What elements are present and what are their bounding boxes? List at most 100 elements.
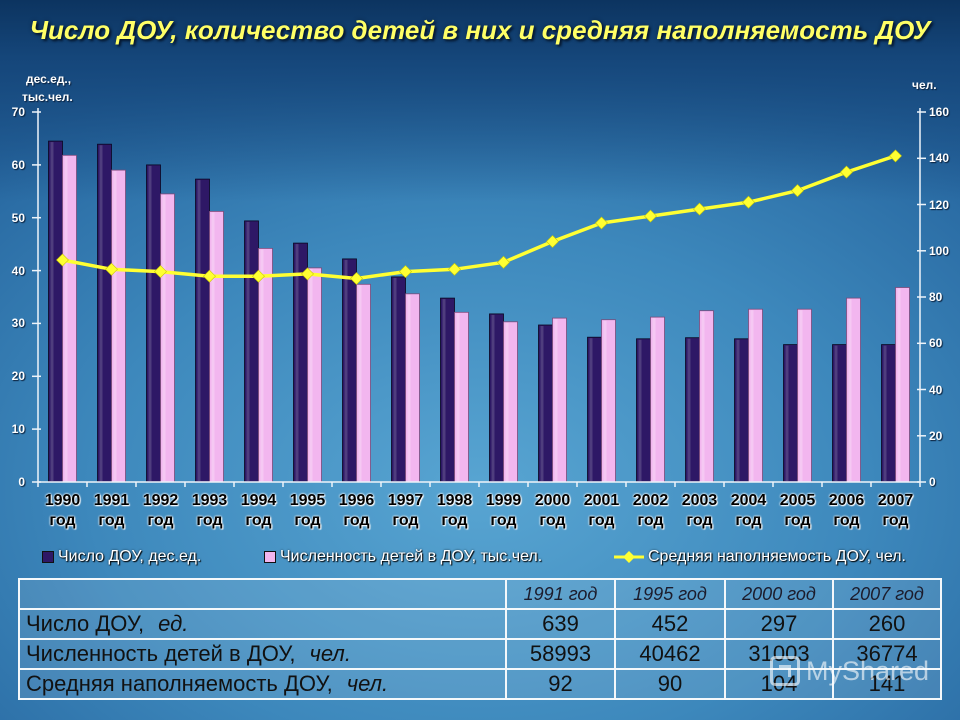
x-tick-label: 2001 год: [583, 492, 620, 529]
table-cell: 297: [724, 608, 834, 640]
bar-highlight: [589, 338, 593, 481]
line-point: [448, 262, 461, 276]
legend-item-children-count: Численность детей в ДОУ, тыс.чел.: [264, 546, 542, 568]
line-point: [693, 202, 706, 216]
table-cell: 260: [832, 608, 942, 640]
legend-label-dou-count: Число ДОУ, дес.ед.: [58, 548, 202, 565]
line-point: [301, 267, 314, 281]
bar-highlight: [50, 142, 54, 481]
table-cell: 31003: [724, 638, 834, 670]
y-tick-label-right: 120: [929, 197, 950, 212]
x-tick-label: 1998 год: [436, 492, 473, 529]
line-point: [154, 265, 167, 279]
bar-highlight: [162, 194, 166, 481]
x-tick-label: 1997 год: [387, 492, 424, 529]
line-point: [595, 216, 608, 230]
bar-highlight: [246, 221, 250, 481]
table-cell: 58993: [505, 638, 616, 670]
table-col-header: 1991 год: [505, 578, 616, 610]
line-point: [56, 253, 69, 267]
bar-highlight: [197, 180, 201, 481]
line-point: [742, 195, 755, 209]
series-dou-count: [48, 140, 896, 483]
table-cell: 90: [614, 668, 726, 700]
x-tick-label: 1995 год: [289, 492, 326, 529]
axes: [32, 108, 926, 487]
legend-item-dou-count: Число ДОУ, дес.ед.: [42, 546, 201, 568]
bar-highlight: [652, 318, 656, 481]
bar-highlight: [785, 345, 789, 481]
x-tick-label: 1993 год: [191, 492, 228, 529]
bar-highlight: [295, 244, 299, 481]
row-label-unit: ед.: [158, 611, 189, 636]
bar-highlight: [687, 338, 691, 481]
table-corner-cell: [18, 578, 507, 610]
x-tick-label: 1999 год: [485, 492, 522, 529]
bar-highlight: [736, 339, 740, 481]
bar-highlight: [897, 288, 901, 481]
y-tick-label-right: 80: [929, 290, 943, 304]
row-label-unit: чел.: [309, 641, 351, 666]
x-tick-label: 1996 год: [338, 492, 375, 529]
line-avg-occupancy: [62, 154, 897, 281]
table-cell: 639: [505, 608, 616, 640]
line-point: [350, 272, 363, 285]
table-cell: 40462: [614, 638, 726, 670]
table-col-header: 1995 год: [614, 578, 726, 610]
bar-highlight: [99, 145, 103, 481]
line-point: [791, 184, 804, 198]
y-tick-label-left: 20: [11, 369, 25, 384]
x-tick-label: 2005 год: [779, 492, 816, 529]
table-col-header: 2000 год: [724, 578, 834, 610]
bar-highlight: [701, 311, 705, 481]
row-label-text: Численность детей в ДОУ,: [26, 641, 296, 666]
table-row-label: Численность детей в ДОУ, чел.: [18, 638, 507, 670]
bar-highlight: [211, 212, 215, 481]
x-tick-label: 2003 год: [681, 492, 718, 529]
bar-highlight: [407, 294, 411, 481]
y-tick-label-left: 10: [11, 422, 25, 437]
y-tick-label-right: 20: [929, 428, 943, 443]
table-cell: 36774: [832, 638, 942, 670]
table-row: Средняя наполняемость ДОУ, чел. 92 90 104…: [18, 668, 942, 700]
table-cell: 452: [614, 608, 726, 640]
bar-highlight: [883, 345, 887, 481]
legend-label-children-count: Численность детей в ДОУ, тыс.чел.: [280, 548, 543, 565]
line-point: [497, 255, 510, 269]
table-header-row: 1991 год 1995 год 2000 год 2007 год: [18, 578, 942, 610]
y-tick-label-right: 100: [929, 243, 950, 258]
bar-highlight: [456, 313, 460, 481]
line-point: [546, 235, 559, 248]
x-tick-label: 2006 год: [828, 492, 865, 529]
table-row: Число ДОУ, ед. 639 452 297 260: [18, 608, 942, 640]
line-point: [105, 262, 118, 276]
x-tick-label: 2002 год: [632, 492, 669, 529]
table-row: Численность детей в ДОУ, чел. 58993 40462…: [18, 638, 942, 670]
x-tick-label: 1990 год: [44, 492, 81, 529]
bar-highlight: [358, 285, 362, 481]
bars-layer: [48, 140, 910, 483]
bar-highlight: [260, 249, 264, 481]
y-tick-label-left: 0: [18, 475, 25, 489]
series-children-count: [62, 154, 910, 483]
y-tick-label-left: 30: [11, 316, 25, 331]
legend-swatch-dou-count: [42, 551, 54, 563]
slide-title: Число ДОУ, количество детей в них и сред…: [29, 15, 931, 45]
row-label-text: Число ДОУ,: [26, 611, 145, 636]
bar-highlight: [64, 156, 68, 482]
bar-highlight: [309, 268, 313, 481]
summary-table: 1991 год 1995 год 2000 год 2007 год Числ…: [18, 578, 942, 700]
line-point: [840, 165, 853, 179]
table-cell: 141: [832, 668, 942, 700]
y-tick-label-left: 60: [11, 157, 25, 172]
bar-highlight: [491, 314, 495, 481]
bar-highlight: [540, 326, 544, 481]
y-axis-left-unit-line2: тыс.чел.: [22, 90, 73, 104]
x-tick-label: 1991 год: [93, 492, 130, 529]
line-point: [399, 265, 412, 279]
line-point: [889, 149, 902, 163]
legend-swatch-avg-occupancy: [614, 551, 644, 563]
y-tick-label-left: 50: [11, 210, 25, 225]
bar-highlight: [393, 277, 397, 481]
